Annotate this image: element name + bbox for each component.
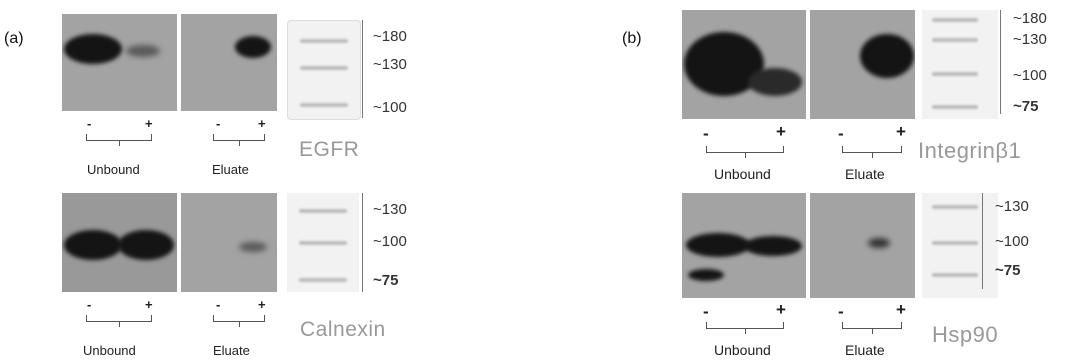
integrin-marker-75: ~75 <box>1013 98 1039 115</box>
egfr-unbound-minus-band <box>64 34 122 64</box>
integrin-eluate-bracket <box>842 146 902 158</box>
calnexin-marker-100: ~100 <box>373 233 407 250</box>
panel-label-a: (a) <box>4 30 24 47</box>
integrin-marker-100: ~100 <box>1013 67 1047 84</box>
calnexin-ladder <box>287 193 359 292</box>
egfr-lane-unbound-plus: + <box>145 116 153 131</box>
hsp90-marker-75: ~75 <box>995 262 1021 279</box>
panel-label-b: (b) <box>622 30 642 47</box>
hsp90-group-unbound: Unbound <box>714 342 771 358</box>
hsp90-lane-eluate-plus: + <box>896 300 906 319</box>
integrin-unbound-bracket <box>706 146 784 158</box>
hsp90-group-eluate: Eluate <box>845 342 885 358</box>
egfr-group-eluate: Eluate <box>212 162 249 177</box>
integrin-unbound-blot <box>682 10 806 119</box>
integrin-lane-eluate-minus: - <box>838 124 844 143</box>
integrin-eluate-blot <box>810 10 915 119</box>
integrin-marker-180: ~180 <box>1013 10 1047 27</box>
egfr-lane-eluate-plus: + <box>258 116 266 131</box>
calnexin-eluate-blot <box>181 193 277 292</box>
hsp90-unbound-minus-lower-band <box>688 269 724 281</box>
calnexin-lane-eluate-minus: - <box>216 297 221 312</box>
calnexin-lane-unbound-minus: - <box>87 297 92 312</box>
calnexin-group-unbound: Unbound <box>83 343 136 358</box>
integrin-lane-unbound-plus: + <box>776 122 786 141</box>
integrin-protein-label: Integrinβ1 <box>918 138 1022 163</box>
hsp90-eluate-plus-band <box>868 238 890 248</box>
calnexin-lane-unbound-plus: + <box>145 297 153 312</box>
integrin-eluate-plus-band <box>860 34 914 78</box>
egfr-group-unbound: Unbound <box>87 162 140 177</box>
calnexin-marker-130: ~130 <box>373 201 407 218</box>
hsp90-unbound-minus-band <box>686 233 750 257</box>
hsp90-eluate-blot <box>810 193 915 298</box>
calnexin-eluate-bracket <box>213 315 265 327</box>
hsp90-lane-unbound-minus: - <box>703 302 709 321</box>
calnexin-protein-label: Calnexin <box>300 318 386 341</box>
integrin-lane-eluate-plus: + <box>896 122 906 141</box>
egfr-unbound-blot <box>62 14 177 111</box>
calnexin-unbound-plus-band <box>118 230 174 260</box>
egfr-marker-180: ~180 <box>373 28 407 45</box>
egfr-eluate-blot <box>181 14 277 111</box>
egfr-protein-label: EGFR <box>299 138 360 161</box>
egfr-ladder <box>287 20 361 120</box>
integrin-lane-unbound-minus: - <box>703 124 709 143</box>
integrin-group-eluate: Eluate <box>845 166 885 182</box>
hsp90-lane-unbound-plus: + <box>776 300 786 319</box>
integrin-marker-130: ~130 <box>1013 31 1047 48</box>
egfr-unbound-bracket <box>86 134 152 146</box>
hsp90-marker-100: ~100 <box>995 233 1029 250</box>
integrin-ladder <box>922 10 998 119</box>
egfr-unbound-plus-band <box>126 45 160 57</box>
integrin-unbound-plus-band <box>748 68 802 96</box>
calnexin-unbound-blot <box>62 193 177 292</box>
calnexin-unbound-minus-band <box>64 230 122 260</box>
calnexin-eluate-plus-band <box>239 242 267 252</box>
egfr-marker-100: ~100 <box>373 99 407 116</box>
calnexin-marker-75: ~75 <box>373 272 399 289</box>
hsp90-lane-eluate-minus: - <box>838 302 844 321</box>
egfr-marker-130: ~130 <box>373 56 407 73</box>
egfr-lane-eluate-minus: - <box>216 116 221 131</box>
hsp90-unbound-plus-band <box>744 236 802 256</box>
hsp90-eluate-bracket <box>842 322 902 334</box>
hsp90-protein-label: Hsp90 <box>932 322 999 347</box>
egfr-lane-unbound-minus: - <box>87 116 92 131</box>
calnexin-unbound-bracket <box>86 315 152 327</box>
calnexin-group-eluate: Eluate <box>213 343 250 358</box>
hsp90-unbound-bracket <box>706 322 784 334</box>
integrin-group-unbound: Unbound <box>714 166 771 182</box>
hsp90-marker-130: ~130 <box>995 198 1029 215</box>
hsp90-ladder <box>922 193 998 298</box>
egfr-eluate-plus-band <box>235 36 271 58</box>
egfr-eluate-bracket <box>213 134 265 146</box>
calnexin-lane-eluate-plus: + <box>258 297 266 312</box>
hsp90-unbound-blot <box>682 193 806 298</box>
